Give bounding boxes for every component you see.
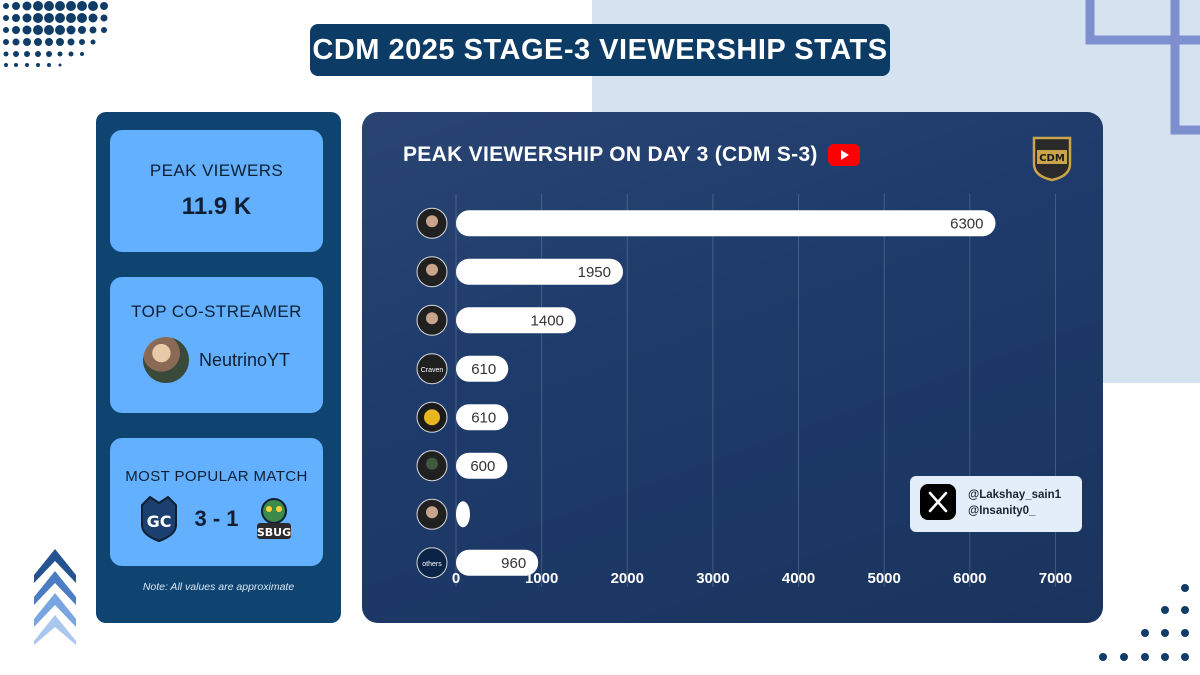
category-avatar-face-icon	[426, 457, 438, 470]
youtube-icon	[827, 144, 860, 166]
bar	[456, 549, 539, 576]
bar-value-label: 960	[501, 555, 526, 572]
chart-title: PEAK VIEWERSHIP ON DAY 3 (CDM S-3)	[403, 143, 818, 166]
bar	[456, 258, 623, 285]
costreamer-name: NeutrinoYT	[198, 349, 291, 370]
x-tick-label: 1000	[525, 570, 558, 587]
category-avatar-icon	[416, 353, 448, 385]
x-tick-label: 4000	[782, 570, 815, 587]
category-avatar-face-icon	[426, 312, 438, 325]
sbug-team-logo-icon: SBUG	[256, 498, 291, 539]
x-tick-label: 0	[452, 570, 460, 587]
stats-panel: PEAK VIEWERS 11.9 K TOP CO-STREAMER Neut…	[96, 112, 341, 623]
decorative-dots-bottom-right	[1099, 584, 1189, 661]
chart-panel: 0 1000 2000 3000 4000 5000 6000 7000 6300 1950 140…	[362, 112, 1103, 623]
svg-text:SBUG: SBUG	[256, 526, 290, 539]
peak-viewers-value: 11.9 K	[181, 193, 252, 220]
bar-value-label: 600	[470, 458, 495, 475]
bar-value-label: 6300	[950, 215, 983, 232]
bar	[456, 210, 996, 237]
bar-chart: 0 1000 2000 3000 4000 5000 6000 7000 6300 1950 140…	[416, 194, 1072, 587]
credits-box: @Lakshay_sain1 @Insanity0_	[910, 476, 1082, 532]
popular-match-label: MOST POPULAR MATCH	[125, 468, 308, 485]
decorative-dots-top-left	[3, 1, 108, 67]
category-label: others	[422, 561, 442, 568]
credit-handle-1: @Lakshay_sain1	[968, 489, 1062, 501]
approximation-note: Note: All values are approximate	[142, 581, 295, 593]
decorative-frame	[1085, 0, 1200, 135]
x-tick-label: 5000	[867, 570, 900, 587]
x-tick-label: 3000	[696, 570, 729, 587]
bar	[456, 452, 508, 479]
peak-viewers-card: PEAK VIEWERS 11.9 K	[110, 130, 323, 252]
gc-team-logo-icon: GC	[141, 495, 178, 543]
bar-value-label: 1400	[531, 312, 564, 329]
category-avatar-face-icon	[426, 506, 438, 519]
peak-viewers-label: PEAK VIEWERS	[149, 161, 284, 180]
page-title: CDM 2025 STAGE-3 VIEWERSHIP STATS	[310, 24, 890, 76]
svg-text:GC: GC	[147, 512, 172, 531]
x-tick-label: 7000	[1039, 570, 1072, 587]
bar	[456, 501, 470, 528]
x-logo-icon	[920, 484, 956, 520]
cdm-logo-icon: CDM	[1032, 136, 1072, 182]
match-score: 3 - 1	[194, 506, 239, 531]
popular-match-card: MOST POPULAR MATCH GC 3 - 1 SBUG	[110, 438, 323, 566]
decorative-chevrons	[34, 549, 76, 645]
category-label: Craven	[421, 367, 444, 374]
bar	[456, 307, 576, 334]
category-avatar-icon	[416, 547, 448, 579]
category-avatar-face-icon	[426, 263, 438, 276]
bar-value-label: 610	[471, 361, 496, 378]
bar-value-label: 610	[471, 409, 496, 426]
category-avatar-face-icon	[426, 215, 438, 228]
x-tick-label: 2000	[611, 570, 644, 587]
top-costreamer-card: TOP CO-STREAMER NeutrinoYT	[110, 277, 323, 413]
bar	[456, 355, 509, 382]
bar-value-label: 1950	[578, 264, 611, 281]
top-costreamer-label: TOP CO-STREAMER	[131, 302, 302, 321]
chart-title-row: PEAK VIEWERSHIP ON DAY 3 (CDM S-3)	[403, 143, 860, 167]
bar	[456, 404, 509, 431]
credit-handle-2: @Insanity0_	[968, 505, 1036, 517]
x-tick-label: 6000	[953, 570, 986, 587]
category-avatar-emblem-icon	[424, 409, 440, 426]
costreamer-avatar	[142, 337, 189, 383]
svg-text:CDM: CDM	[1039, 153, 1065, 164]
